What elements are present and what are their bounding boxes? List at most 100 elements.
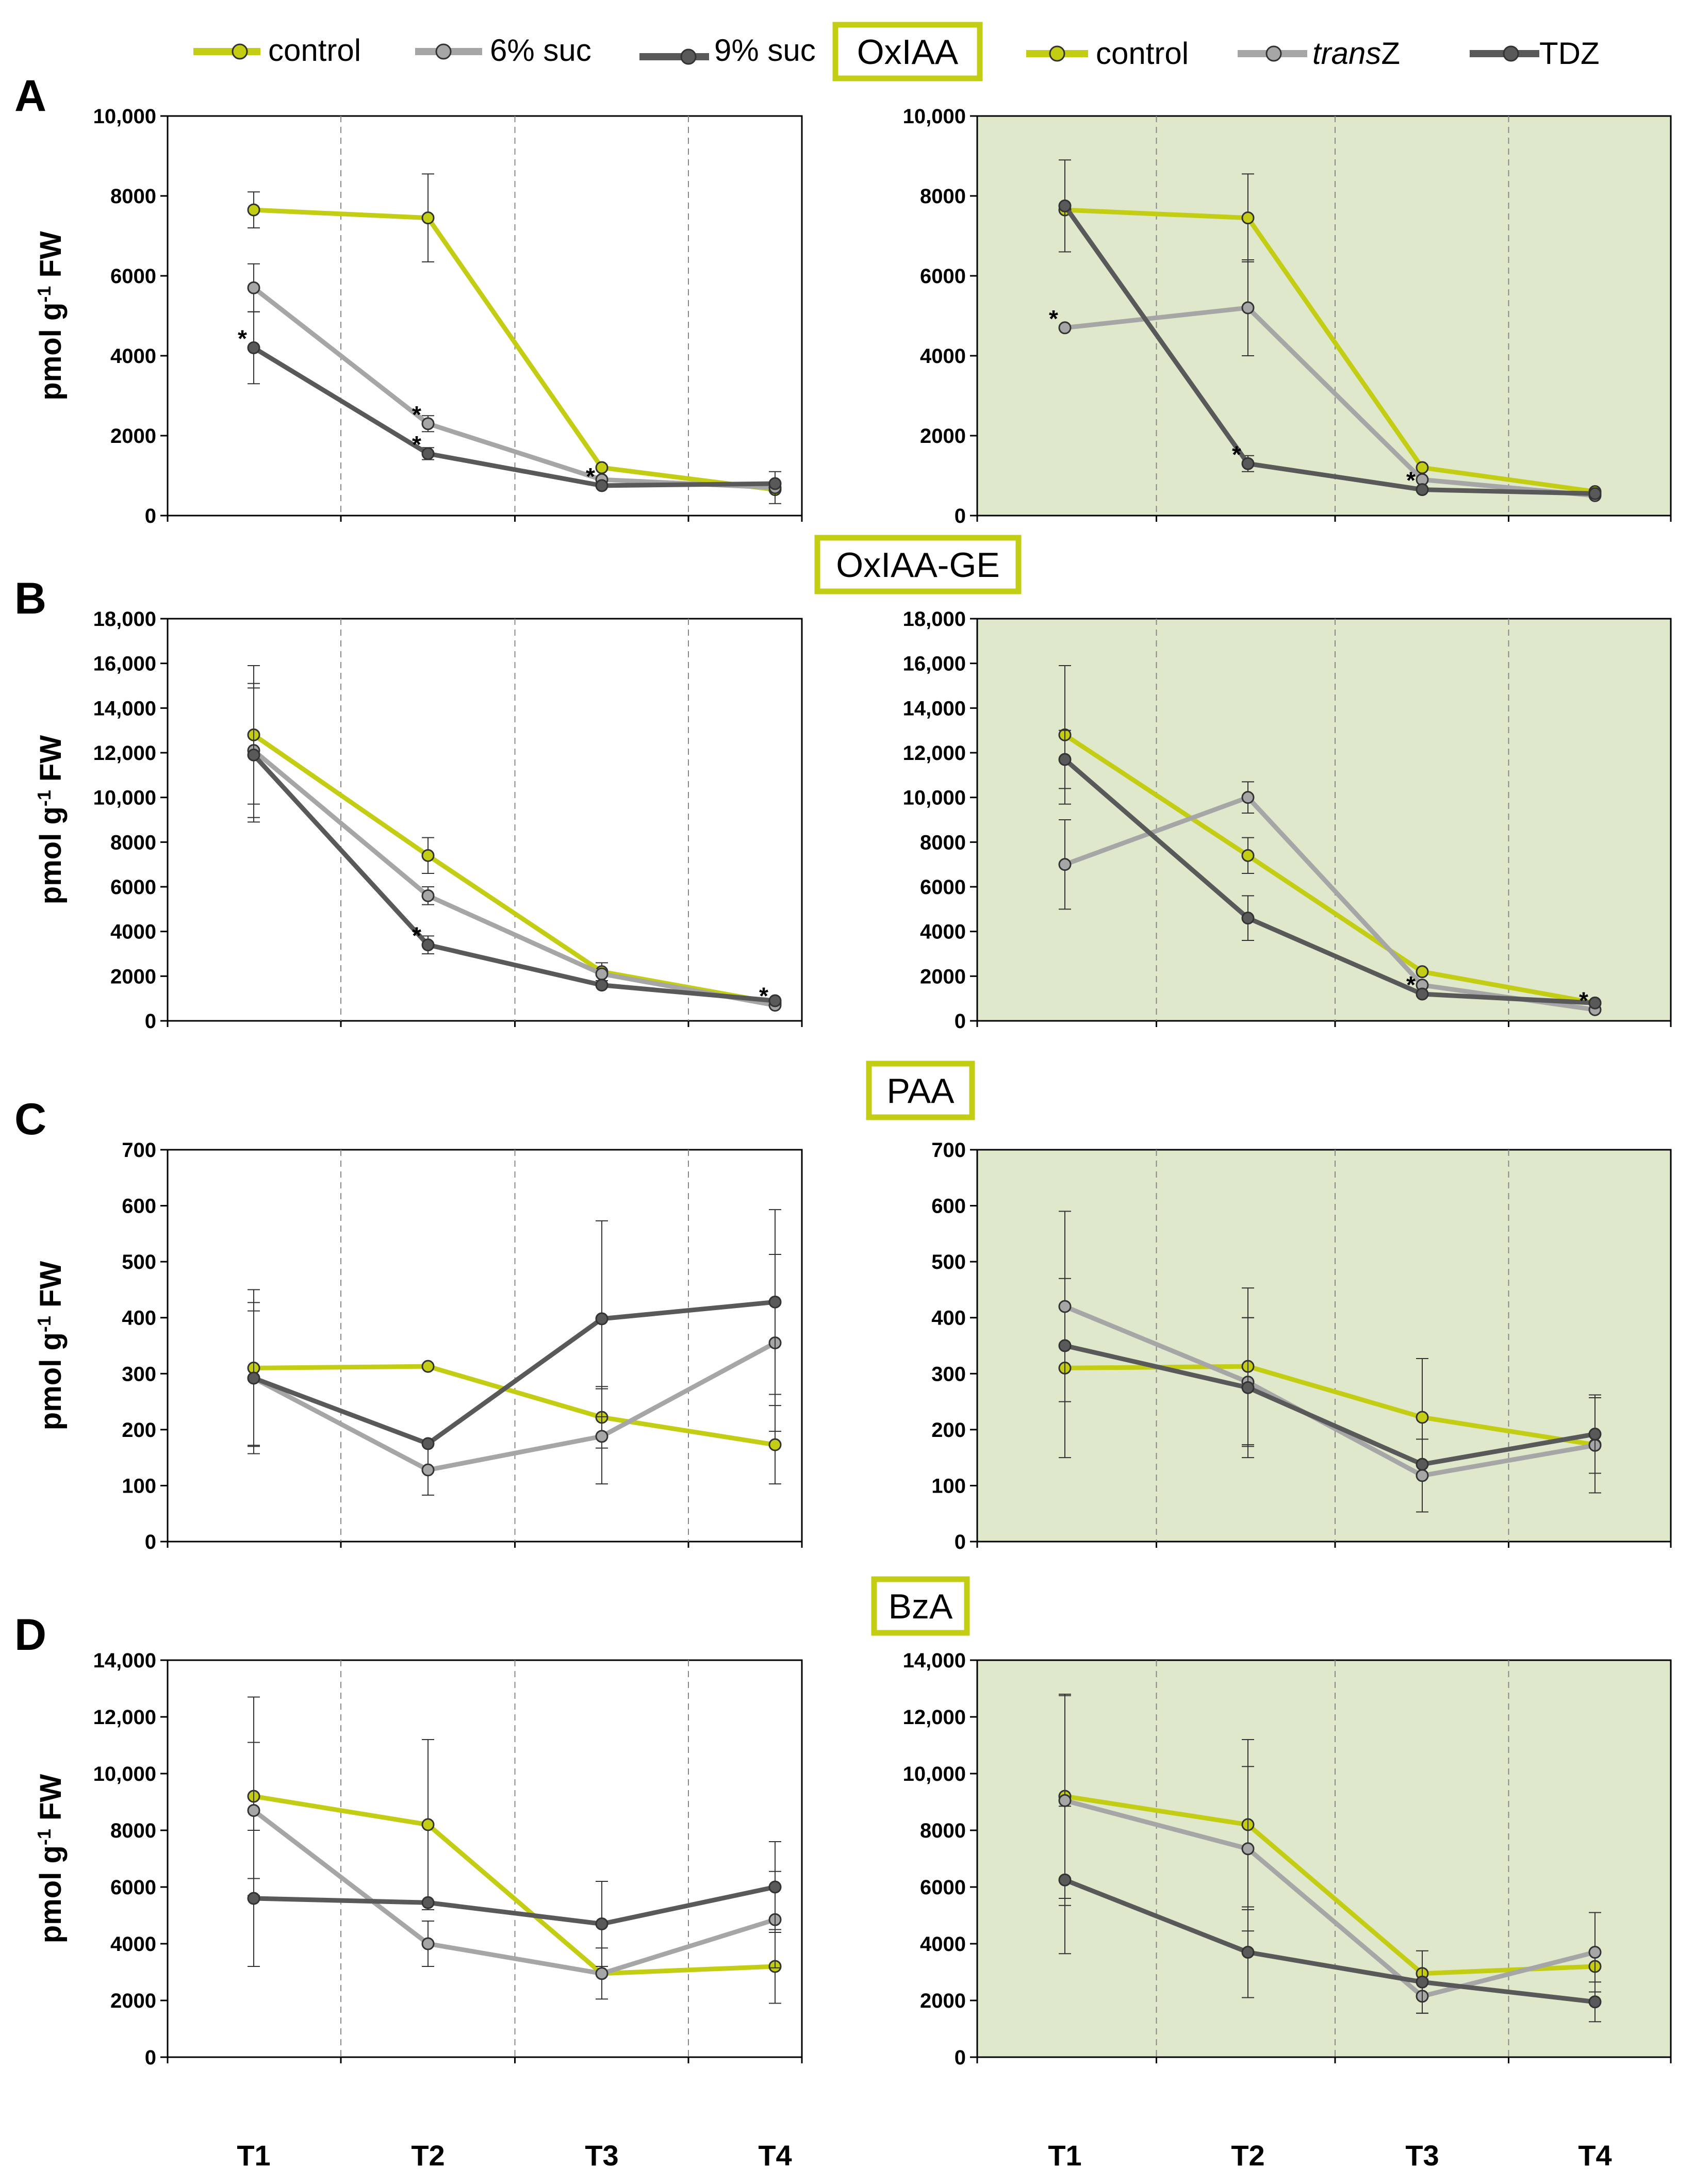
data-point	[421, 1937, 435, 1950]
plot-area	[167, 1149, 803, 1543]
panel-letter-A: A	[14, 71, 46, 121]
legend-right-transz: transZ	[1238, 36, 1400, 71]
data-point	[247, 1804, 260, 1817]
y-tick-label: 14,000	[903, 1649, 966, 1672]
data-point	[1241, 912, 1255, 925]
data-point	[421, 938, 435, 952]
y-tick-label: 8000	[920, 1819, 966, 1842]
y-tick-label: 500	[931, 1251, 966, 1273]
series-9-suc	[247, 311, 782, 492]
panel-letter-D: D	[14, 1610, 46, 1660]
data-point	[421, 889, 435, 902]
x-category-t4: T4	[1578, 2139, 1611, 2172]
data-point	[1241, 1381, 1255, 1394]
panel-title-box-B	[814, 535, 1022, 594]
legend-left-6suc: 6% suc	[415, 33, 591, 68]
panel-C: C PAA pmol g-1 FW 0 100 200 300 400 500 600 700 0 10…	[14, 1061, 1672, 1553]
y-tick-label: 16,000	[93, 653, 156, 675]
y-tick-label: 10,000	[93, 105, 156, 128]
data-point	[1058, 199, 1072, 212]
x-category-t1: T1	[1048, 2139, 1081, 2172]
data-point	[595, 1917, 608, 1930]
data-point	[1241, 457, 1255, 470]
data-point	[421, 417, 435, 431]
plot-B-left: 0 2000 4000 6000 8000 10,000 12,000 14,000 16,00…	[93, 608, 803, 1033]
series-line	[1063, 733, 1596, 1005]
data-point	[1416, 1469, 1429, 1482]
y-tick-label: 6000	[110, 876, 156, 899]
y-tick-label: 8000	[920, 831, 966, 854]
y-tick-label: 6000	[110, 1876, 156, 1899]
legend-right-transz-label: transZ	[1312, 36, 1400, 71]
series-line	[252, 1808, 776, 1976]
series-line	[1064, 1878, 1596, 2005]
series-line	[1064, 1304, 1596, 1478]
plot-area	[976, 1149, 1672, 1543]
series-line	[1064, 1798, 1596, 1999]
legend-left-6suc-label: 6% suc	[490, 33, 591, 68]
y-tick-label: 10,000	[93, 1763, 156, 1785]
y-tick-label: 8000	[920, 185, 966, 208]
plot-C-left: 0 100 200 300 400 500 600 700	[122, 1139, 803, 1553]
y-tick-label: 12,000	[93, 742, 156, 765]
y-tick-label: 18,000	[93, 608, 156, 631]
data-point	[421, 1437, 435, 1450]
legend-left-9suc: 9% suc	[639, 33, 816, 68]
series-line	[252, 345, 776, 488]
y-tick-label: 300	[931, 1363, 966, 1385]
x-category-labels: T1 T2 T3 T4 T1 T2 T3 T4	[237, 2139, 1611, 2172]
data-point	[421, 1463, 435, 1477]
y-tick-label: 10,000	[903, 787, 966, 809]
y-tick-label: 8000	[110, 185, 156, 208]
y-tick-label: 8000	[110, 831, 156, 854]
data-point	[1416, 1411, 1429, 1424]
significance-star: *	[1232, 441, 1241, 468]
plot-A-left: 0 2000 4000 6000 8000 10,000 * * * *	[93, 105, 803, 527]
data-point	[768, 1438, 782, 1451]
data-point	[1588, 1995, 1602, 2009]
data-point	[1058, 1794, 1072, 1807]
panel-A: A OxIAA pmol g-1 FW 0 2000 4000 6000 8000 10,000…	[14, 22, 1672, 527]
y-tick-label: 0	[145, 2046, 156, 2069]
data-point	[1416, 987, 1429, 1001]
y-tick-label: 10,000	[93, 787, 156, 809]
panel-title-D: BzA	[889, 1587, 953, 1626]
plot-B-right: 0 2000 4000 6000 8000 10,000 12,000 14,000 16,00…	[903, 608, 1672, 1033]
y-axis-label-B: pmol g-1 FW	[34, 735, 68, 905]
legend: control 6% suc 9% suc control transZ TDZ	[193, 33, 1600, 71]
y-tick-label: 6000	[110, 265, 156, 288]
data-point	[1058, 753, 1072, 766]
data-point	[1058, 321, 1072, 335]
y-tick-label: 10,000	[903, 1763, 966, 1785]
y-tick-label: 10,000	[903, 105, 966, 128]
series-line	[1063, 204, 1596, 496]
y-tick-label: 600	[931, 1195, 966, 1218]
data-point	[1241, 849, 1255, 862]
legend-left-control-label: control	[268, 33, 361, 68]
series-line	[253, 207, 776, 492]
y-tick-label: 600	[122, 1195, 156, 1218]
series-transz	[1058, 1695, 1602, 2014]
y-axis-label-A: pmol g-1 FW	[34, 231, 68, 401]
y-tick-label: 4000	[920, 1933, 966, 1956]
significance-star: *	[412, 922, 421, 949]
y-tick-label: 0	[955, 505, 966, 527]
data-point	[1416, 1975, 1429, 1989]
data-point	[768, 477, 782, 490]
series-line	[1064, 305, 1596, 498]
plot-C-right: 0 100 200 300 400 500 600 700	[931, 1139, 1672, 1553]
y-tick-label: 4000	[920, 921, 966, 944]
x-category-t1: T1	[237, 2139, 270, 2172]
y-tick-label: 0	[145, 1010, 156, 1033]
panel-title-box-C	[866, 1061, 975, 1120]
data-point	[595, 1967, 608, 1980]
y-tick-label: 700	[931, 1139, 966, 1162]
y-tick-label: 4000	[110, 1933, 156, 1956]
y-tick-label: 14,000	[903, 697, 966, 720]
y-tick-label: 12,000	[93, 1706, 156, 1729]
data-point	[1241, 1946, 1255, 1959]
series-tdz	[1058, 1806, 1602, 2023]
data-point	[1588, 1946, 1602, 1959]
data-point	[247, 341, 260, 354]
y-tick-label: 0	[145, 1531, 156, 1553]
